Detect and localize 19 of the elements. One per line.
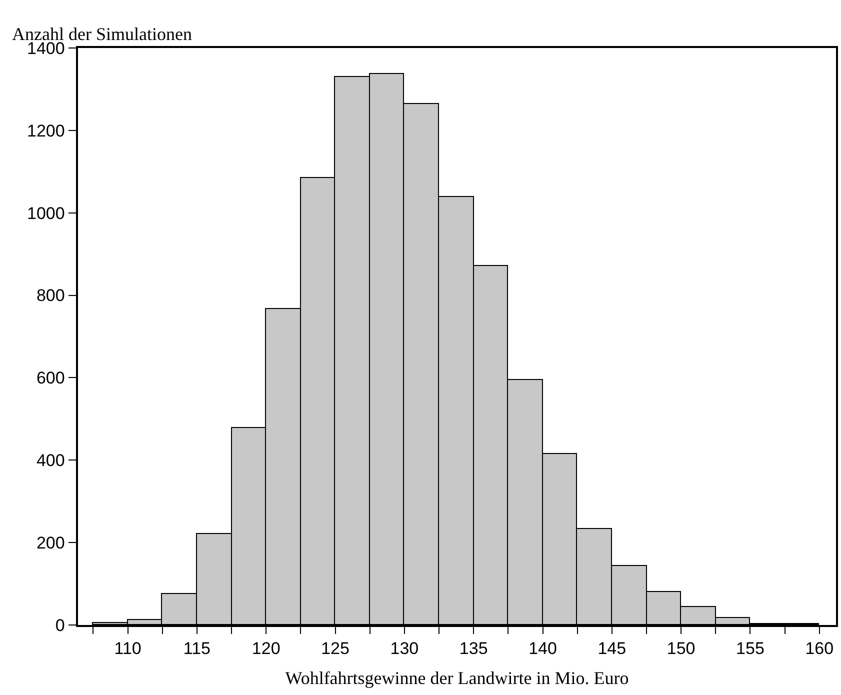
x-tick-label: 150: [666, 639, 696, 658]
y-tick-label: 0: [55, 616, 65, 635]
y-tick-label: 800: [36, 286, 65, 306]
x-axis-title: Wohlfahrtsgewinne der Landwirte in Mio. Euro: [285, 668, 629, 688]
y-tick-label: 1200: [27, 121, 65, 140]
x-tick-label: 125: [321, 639, 350, 658]
x-tick-label: 115: [183, 639, 211, 658]
y-tick-label: 1000: [27, 204, 65, 223]
x-tick-label: 160: [805, 639, 834, 658]
y-tick-label: 400: [36, 451, 65, 470]
x-tick-label: 130: [390, 639, 419, 658]
x-tick-label: 155: [736, 639, 764, 658]
x-tick-label: 135: [459, 639, 488, 658]
y-tick-label: 200: [36, 534, 65, 553]
y-tick-label: 600: [36, 368, 65, 388]
x-tick-label: 120: [252, 639, 280, 658]
x-tick-label: 145: [598, 639, 626, 658]
x-tick-label: 110: [114, 639, 142, 658]
x-tick-label: 140: [528, 639, 557, 658]
